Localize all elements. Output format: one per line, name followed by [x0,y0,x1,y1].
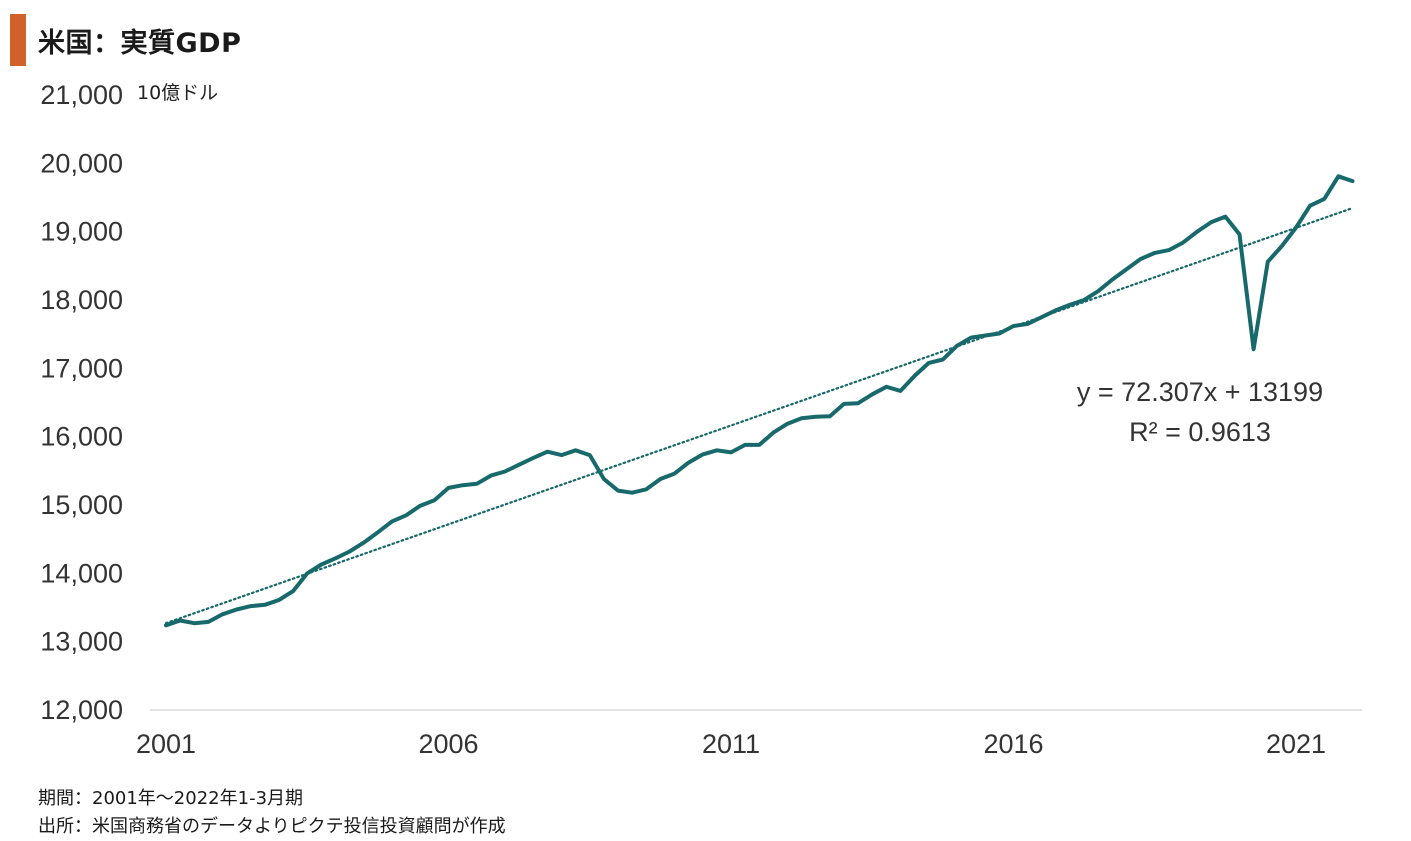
y-tick-label: 17,000 [40,353,123,383]
y-tick-label: 20,000 [40,148,123,178]
title-accent-bar [10,14,26,66]
y-tick-label: 16,000 [40,422,123,452]
source-note: 出所：米国商務省のデータよりピクテ投信投資顧問が作成 [38,816,506,837]
y-tick-label: 15,000 [40,490,123,520]
y-tick-label: 21,000 [40,80,123,110]
y-tick-label: 14,000 [40,558,123,588]
chart-title-block: 米国：実質GDP [10,14,241,66]
regression-equation-label: y = 72.307x + 13199 [1077,377,1323,407]
period-note: 期間：2001年～2022年1-3月期 [38,788,304,809]
x-tick-label: 2011 [702,729,760,759]
x-tick-label: 2021 [1266,729,1326,759]
gdp-line-chart: 12,000 13,000 14,000 15,000 16,000 17,000 18,0… [40,80,1362,759]
y-tick-label: 12,000 [40,695,123,725]
y-tick-label: 13,000 [40,627,123,657]
linear-trendline [164,206,1354,625]
y-tick-label: 18,000 [40,285,123,315]
y-tick-label: 19,000 [40,217,123,247]
x-tick-label: 2006 [418,729,478,759]
y-unit-label: 10億ドル [137,82,218,104]
r-squared-label: R² = 0.9613 [1129,417,1271,447]
x-tick-label: 2016 [983,729,1043,759]
chart-title: 米国：実質GDP [38,27,242,59]
x-tick-label: 2001 [136,729,196,759]
